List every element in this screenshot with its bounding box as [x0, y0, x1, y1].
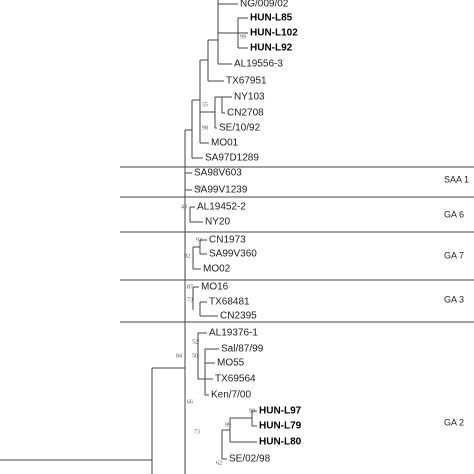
leaf-label: MO02 — [203, 264, 231, 275]
leaf-label: CN1973 — [209, 235, 246, 246]
leaf-label: MO55 — [217, 358, 245, 369]
bootstrap-value: 87 — [187, 284, 193, 290]
leaf-label: SA99V1239 — [194, 185, 248, 196]
bootstrap-value: 99 — [249, 408, 255, 414]
group-label: GA 2 — [444, 417, 464, 427]
leaf-label: SA99V360 — [209, 249, 257, 260]
leaf-label: MO01 — [211, 138, 239, 149]
bootstrap-value: 93 — [196, 237, 202, 243]
leaf-label: SE/02/98 — [229, 454, 271, 465]
leaf-label: TX69564 — [215, 374, 256, 385]
bootstrap-value: 99 — [240, 34, 246, 40]
bootstrap-value: 66 — [187, 399, 193, 405]
leaf-label: Sal/87/99 — [221, 344, 264, 355]
group-label: GA 3 — [444, 294, 464, 304]
leaf-label: TX68481 — [209, 297, 250, 308]
bootstrap-value: 50 — [192, 353, 198, 359]
tree-branches — [0, 0, 253, 474]
leaf-label: NG/009/02 — [240, 0, 289, 10]
bootstrap-value: 43 — [181, 204, 187, 210]
leaf-label: TX67951 — [226, 76, 267, 87]
group-label: SAA 1 — [444, 174, 469, 184]
bootstrap-value: 62 — [216, 460, 222, 466]
leaf-label: SE/10/92 — [219, 123, 261, 134]
leaf-label: NY103 — [234, 92, 265, 103]
leaf-label: HUN-L80 — [259, 437, 302, 448]
leaf-label: SA97D1289 — [205, 153, 259, 164]
leaf-label: SA98V603 — [194, 168, 242, 179]
leaf-label: HUN-L97 — [259, 406, 302, 417]
leaf-label: AL19376-1 — [209, 328, 258, 339]
bootstrap-value: 73 — [187, 297, 193, 303]
bootstrap-value: 84 — [176, 353, 182, 359]
leaf-label: NY20 — [205, 217, 230, 228]
leaf-label: AL19556-3 — [234, 59, 283, 70]
group-label: GA 7 — [444, 250, 464, 260]
bootstrap-value: 55 — [202, 102, 208, 108]
leaf-label: CN2708 — [227, 108, 264, 119]
leaf-label: HUN-L79 — [259, 421, 302, 432]
bootstrap-value: 98 — [202, 125, 208, 131]
leaf-label: Ken/7/00 — [211, 390, 251, 401]
bootstrap-value: 73 — [194, 429, 200, 435]
bootstrap-value: 99 — [225, 422, 231, 428]
bootstrap-value: 52 — [192, 339, 198, 345]
group-dividers — [120, 166, 474, 323]
group-label: GA 6 — [444, 209, 464, 219]
leaf-label: HUN-L102 — [250, 28, 298, 39]
leaf-label: HUN-L92 — [250, 43, 293, 54]
bootstrap-value: 92 — [184, 253, 190, 259]
leaf-label: CN2395 — [220, 311, 257, 322]
bootstrap-value: 96 — [197, 185, 203, 191]
leaf-label: HUN-L85 — [250, 13, 293, 24]
leaf-label: AL19452-2 — [197, 202, 246, 213]
leaf-label: MO16 — [201, 282, 229, 293]
